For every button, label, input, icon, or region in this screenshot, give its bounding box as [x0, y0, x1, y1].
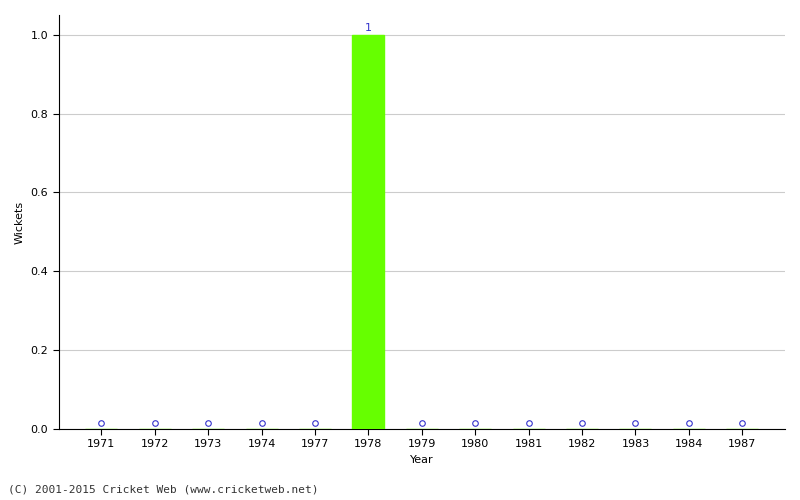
Y-axis label: Wickets: Wickets: [15, 200, 25, 244]
X-axis label: Year: Year: [410, 455, 434, 465]
Bar: [353, 34, 385, 429]
Text: (C) 2001-2015 Cricket Web (www.cricketweb.net): (C) 2001-2015 Cricket Web (www.cricketwe…: [8, 485, 318, 495]
Text: 1: 1: [365, 22, 372, 32]
